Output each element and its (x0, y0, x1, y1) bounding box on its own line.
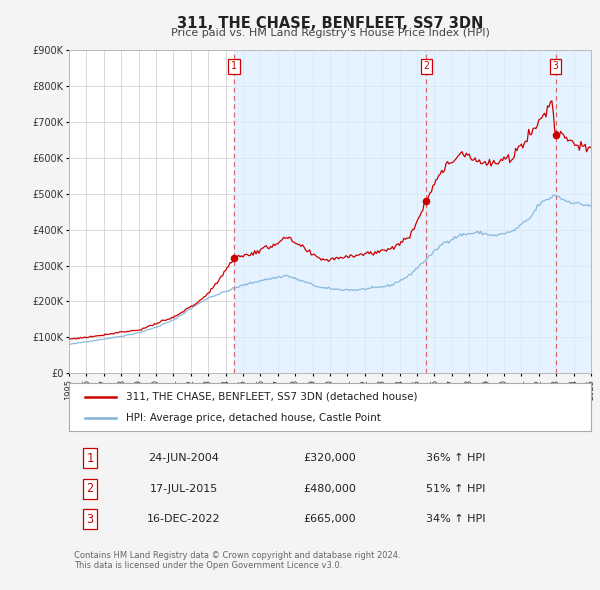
Text: 1: 1 (231, 61, 237, 71)
Text: 3: 3 (553, 61, 559, 71)
Text: Price paid vs. HM Land Registry's House Price Index (HPI): Price paid vs. HM Land Registry's House … (170, 28, 490, 38)
Text: 311, THE CHASE, BENFLEET, SS7 3DN (detached house): 311, THE CHASE, BENFLEET, SS7 3DN (detac… (127, 392, 418, 402)
Text: 36% ↑ HPI: 36% ↑ HPI (425, 453, 485, 463)
Text: 24-JUN-2004: 24-JUN-2004 (148, 453, 219, 463)
Bar (427, 50, 556, 373)
Text: 2: 2 (86, 482, 94, 495)
Text: £665,000: £665,000 (304, 514, 356, 525)
Text: £480,000: £480,000 (304, 484, 356, 494)
Text: 17-JUL-2015: 17-JUL-2015 (150, 484, 218, 494)
Bar (556, 50, 591, 373)
Text: HPI: Average price, detached house, Castle Point: HPI: Average price, detached house, Cast… (127, 412, 381, 422)
Text: 2: 2 (424, 61, 430, 71)
Text: 1: 1 (86, 451, 94, 465)
Text: Contains HM Land Registry data © Crown copyright and database right 2024.
This d: Contains HM Land Registry data © Crown c… (74, 551, 401, 571)
Text: 16-DEC-2022: 16-DEC-2022 (147, 514, 221, 525)
Text: 3: 3 (86, 513, 94, 526)
Bar (234, 50, 427, 373)
Text: 51% ↑ HPI: 51% ↑ HPI (425, 484, 485, 494)
Text: 311, THE CHASE, BENFLEET, SS7 3DN: 311, THE CHASE, BENFLEET, SS7 3DN (177, 16, 483, 31)
Text: 34% ↑ HPI: 34% ↑ HPI (425, 514, 485, 525)
Text: £320,000: £320,000 (304, 453, 356, 463)
